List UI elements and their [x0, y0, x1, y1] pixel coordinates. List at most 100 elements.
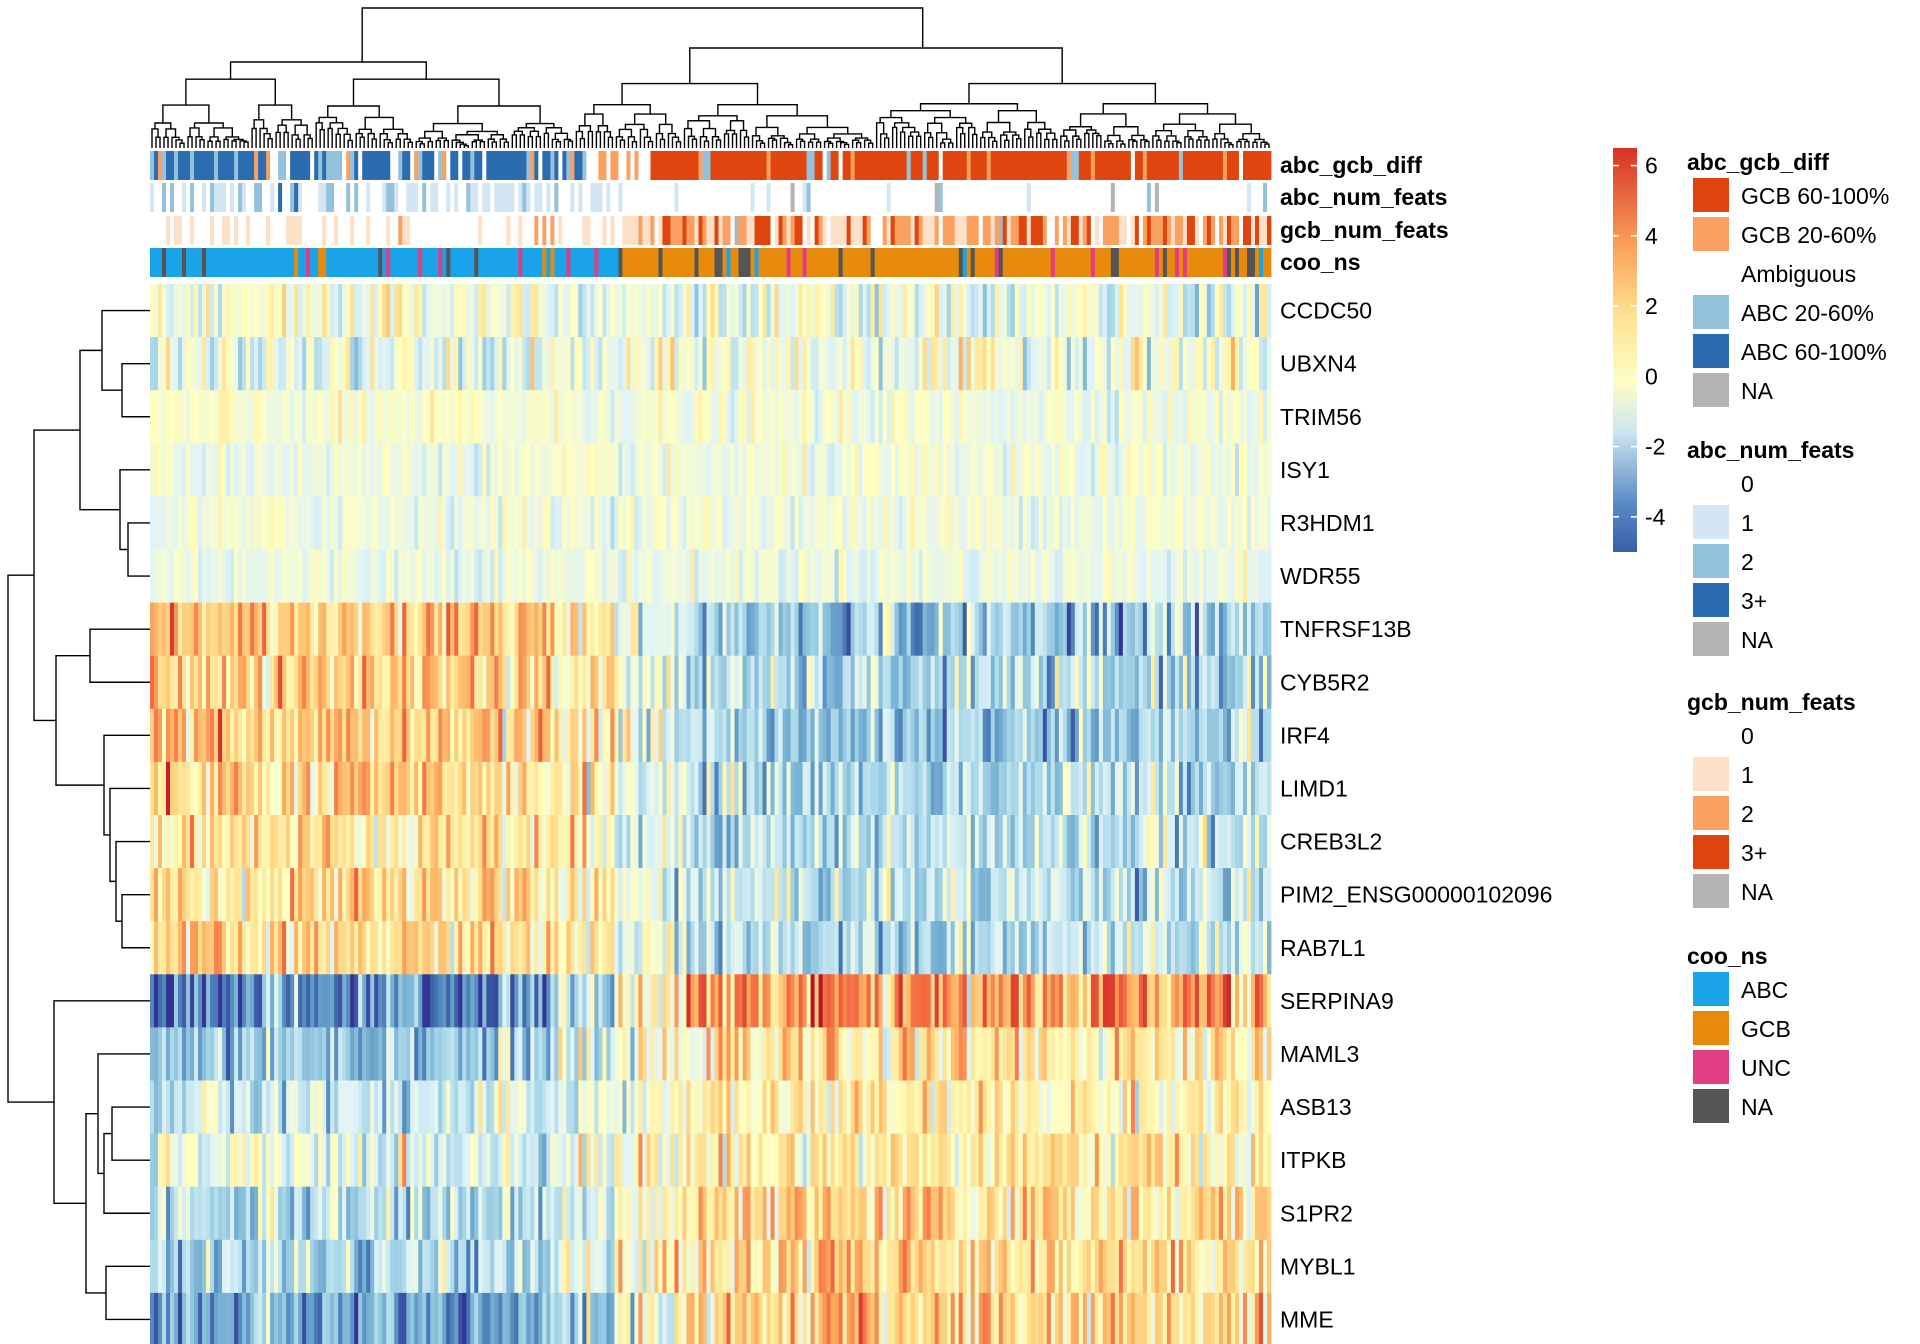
abc-num-feats-cell [518, 183, 523, 212]
heatmap-cell [434, 815, 439, 869]
heatmap-cell [178, 868, 183, 922]
heatmap-cell [1078, 868, 1084, 922]
abc-num-feats-cell [350, 183, 355, 212]
heatmap-cell [898, 443, 904, 497]
gcb-num-feats-cell [422, 216, 427, 245]
heatmap-cell [790, 708, 795, 763]
heatmap-cell [918, 337, 924, 391]
coo-ns-cell [206, 248, 211, 277]
abc-num-feats-cell [862, 183, 868, 212]
heatmap-cell [498, 443, 503, 497]
abc-num-feats-cell [506, 183, 511, 212]
dendrogram-branch [968, 126, 976, 148]
heatmap-cell [946, 921, 952, 975]
heatmap-cell [862, 443, 868, 497]
heatmap-cell [242, 496, 247, 550]
heatmap-cell [830, 815, 836, 869]
coo-ns-cell [758, 248, 763, 277]
heatmap-cell [254, 443, 259, 497]
heatmap-cell [354, 284, 359, 338]
abc-num-feats-cell [430, 183, 435, 212]
abc-gcb-diff-cell [878, 151, 884, 180]
heatmap-cell [706, 708, 711, 763]
heatmap-cell [754, 708, 759, 763]
heatmap-cell [510, 284, 515, 338]
heatmap-cell [1126, 337, 1132, 391]
heatmap-cell [1202, 443, 1208, 497]
heatmap-cell [714, 549, 719, 603]
heatmap-cell [914, 815, 920, 869]
coo-ns-cell [1250, 248, 1256, 277]
heatmap-cell [838, 390, 844, 444]
heatmap-cell [1206, 549, 1212, 603]
heatmap-cell [578, 496, 583, 550]
heatmap-cell [482, 921, 487, 975]
heatmap-cell [482, 708, 487, 763]
abc-num-feats-cell [1210, 183, 1216, 212]
dendrogram-branch [578, 125, 592, 132]
abc-num-feats-cell [1158, 183, 1164, 212]
abc-gcb-diff-cell [1094, 151, 1100, 180]
heatmap-cell [978, 602, 984, 657]
heatmap-cell [794, 815, 799, 869]
coo-ns-cell [334, 248, 339, 277]
heatmap-cell [162, 284, 167, 338]
heatmap-cell [730, 815, 735, 869]
heatmap-cell [782, 921, 787, 975]
heatmap-cell [598, 815, 603, 869]
heatmap-cell [1050, 390, 1056, 444]
dendrogram-branch [798, 133, 816, 140]
heatmap-cell [582, 761, 587, 816]
coo-ns-cell [726, 248, 731, 277]
heatmap-cell [498, 496, 503, 550]
heatmap-cell [942, 708, 948, 763]
heatmap-cell [1174, 602, 1180, 657]
heatmap-cell [694, 815, 699, 869]
heatmap-cell [1058, 284, 1064, 338]
heatmap-cell [962, 868, 968, 922]
heatmap-cell [994, 868, 1000, 922]
heatmap-cell [530, 868, 535, 922]
heatmap-cell [1218, 815, 1224, 869]
heatmap-cell [1030, 815, 1036, 869]
heatmap-cell [778, 655, 783, 710]
dendrogram-branch [839, 142, 848, 148]
heatmap-cell [430, 390, 435, 444]
gcb-num-feats-cell [822, 216, 827, 245]
heatmap-cell [822, 337, 827, 391]
heatmap-cell [1026, 655, 1032, 710]
heatmap-cell [250, 496, 255, 550]
heatmap-cell [986, 549, 992, 603]
heatmap-cell [242, 921, 247, 975]
heatmap-cell [886, 390, 892, 444]
heatmap-cell [990, 921, 996, 975]
heatmap-cell [830, 655, 836, 710]
dendrogram-branch [277, 124, 287, 133]
heatmap-cell [154, 337, 159, 391]
heatmap-cell [518, 708, 523, 763]
heatmap-cell [614, 549, 619, 603]
heatmap-cell [390, 761, 395, 816]
heatmap-cell [478, 921, 483, 975]
gcb-num-feats-cell [1098, 216, 1104, 245]
heatmap-cell [722, 284, 727, 338]
heatmap-cell [278, 443, 283, 497]
heatmap-cell [806, 602, 811, 657]
heatmap-cell [1002, 390, 1008, 444]
heatmap-cell [394, 815, 399, 869]
abc-gcb-diff-cell [842, 151, 848, 180]
heatmap-cell [1102, 284, 1108, 338]
heatmap-cell [1238, 655, 1244, 710]
heatmap-cell [390, 496, 395, 550]
heatmap-cell [654, 549, 659, 603]
heatmap-cell [270, 921, 275, 975]
abc-num-feats-cell [874, 183, 880, 212]
heatmap-cell [1074, 868, 1080, 922]
abc-gcb-diff-cell [206, 151, 211, 180]
heatmap-cell [930, 549, 936, 603]
heatmap-cell [326, 284, 331, 338]
abc-gcb-diff-cell [718, 151, 723, 180]
gcb-num-feats-cell [370, 216, 375, 245]
heatmap-cell [1078, 655, 1084, 710]
coo-ns-cell [354, 248, 359, 277]
